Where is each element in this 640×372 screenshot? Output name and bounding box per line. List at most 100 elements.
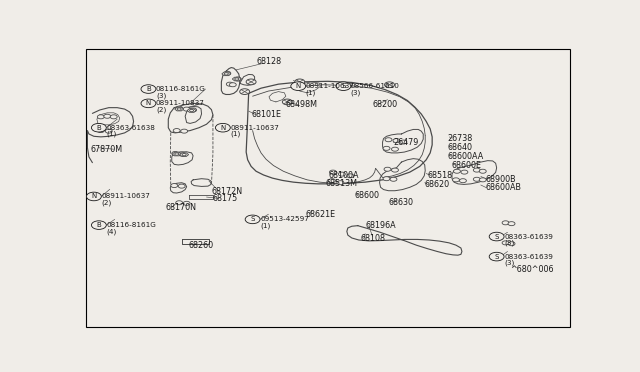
Text: B: B — [146, 86, 151, 92]
Circle shape — [224, 71, 231, 75]
Circle shape — [460, 179, 467, 183]
Circle shape — [106, 129, 112, 133]
Text: 68196A: 68196A — [365, 221, 396, 230]
Text: B: B — [97, 125, 101, 131]
Circle shape — [176, 201, 182, 205]
Text: 68620: 68620 — [425, 180, 450, 189]
Text: 68101E: 68101E — [251, 110, 281, 119]
Circle shape — [328, 179, 335, 183]
Text: 26738: 26738 — [447, 134, 472, 143]
Text: 68621E: 68621E — [306, 210, 336, 219]
Circle shape — [141, 85, 156, 93]
Circle shape — [502, 241, 509, 245]
Circle shape — [97, 129, 104, 132]
Text: N: N — [296, 83, 301, 89]
Circle shape — [400, 140, 407, 144]
Circle shape — [86, 192, 101, 201]
Text: 09513-42597: 09513-42597 — [260, 217, 309, 222]
Text: 68175: 68175 — [213, 194, 238, 203]
Circle shape — [384, 167, 391, 171]
Text: 68518: 68518 — [428, 171, 452, 180]
Text: 68100A: 68100A — [329, 171, 360, 180]
Circle shape — [224, 73, 228, 75]
Text: 08363-61639: 08363-61639 — [504, 254, 553, 260]
Text: (3): (3) — [504, 260, 515, 266]
Circle shape — [474, 168, 480, 172]
Text: (1): (1) — [306, 90, 316, 96]
Circle shape — [383, 146, 390, 150]
Text: 68128: 68128 — [256, 57, 281, 66]
Text: N: N — [220, 125, 225, 131]
Circle shape — [392, 168, 399, 172]
Text: S: S — [341, 83, 346, 89]
Circle shape — [330, 170, 337, 174]
Circle shape — [246, 79, 256, 85]
Text: 08911-10637: 08911-10637 — [306, 83, 355, 89]
Text: 26479: 26479 — [394, 138, 419, 147]
Text: 08566-61610: 08566-61610 — [351, 83, 400, 89]
Text: S: S — [495, 234, 499, 240]
Text: (3): (3) — [156, 92, 166, 99]
Text: (1): (1) — [230, 131, 241, 137]
Text: (2): (2) — [156, 107, 166, 113]
Text: 68513M: 68513M — [326, 179, 358, 188]
Text: S: S — [250, 217, 255, 222]
Text: (1): (1) — [260, 222, 270, 229]
Circle shape — [337, 181, 344, 185]
Circle shape — [385, 138, 392, 142]
Circle shape — [393, 139, 400, 142]
Text: (2): (2) — [101, 199, 111, 206]
Circle shape — [216, 124, 230, 132]
Circle shape — [385, 82, 394, 87]
Text: N: N — [146, 100, 151, 106]
Circle shape — [245, 215, 260, 224]
Text: (3): (3) — [351, 90, 361, 96]
Text: 08911-10637: 08911-10637 — [230, 125, 279, 131]
Text: 08363-61639: 08363-61639 — [504, 234, 553, 240]
Circle shape — [235, 78, 239, 80]
Polygon shape — [222, 72, 231, 76]
Text: 68600AA: 68600AA — [447, 152, 483, 161]
Polygon shape — [180, 153, 189, 156]
Text: 08911-10837: 08911-10837 — [156, 100, 205, 106]
Polygon shape — [172, 152, 181, 156]
Circle shape — [390, 177, 397, 181]
Circle shape — [176, 106, 182, 110]
Circle shape — [479, 169, 486, 173]
Circle shape — [172, 151, 179, 155]
Circle shape — [141, 99, 156, 108]
Circle shape — [180, 129, 188, 133]
Circle shape — [183, 201, 190, 205]
Circle shape — [92, 221, 106, 230]
Text: (3): (3) — [504, 240, 515, 246]
Circle shape — [173, 129, 180, 132]
Text: ^680^006: ^680^006 — [511, 265, 554, 274]
Text: 68600AB: 68600AB — [486, 183, 522, 192]
Text: 68170N: 68170N — [165, 203, 196, 212]
Circle shape — [227, 82, 233, 86]
Text: 08116-8161G: 08116-8161G — [156, 86, 206, 92]
Circle shape — [295, 79, 305, 85]
Circle shape — [182, 154, 186, 156]
Circle shape — [92, 124, 106, 132]
Polygon shape — [187, 109, 196, 112]
Polygon shape — [232, 77, 241, 81]
Circle shape — [461, 170, 468, 174]
Circle shape — [177, 108, 181, 110]
Circle shape — [97, 115, 104, 119]
Text: 08363-61638: 08363-61638 — [106, 125, 155, 131]
Circle shape — [282, 99, 292, 105]
Circle shape — [234, 77, 241, 81]
Circle shape — [489, 252, 504, 261]
Circle shape — [178, 184, 185, 188]
Circle shape — [336, 82, 351, 90]
Text: 68498M: 68498M — [286, 100, 318, 109]
Circle shape — [489, 232, 504, 241]
Text: 68200: 68200 — [372, 100, 398, 109]
Text: (1): (1) — [106, 131, 116, 137]
Circle shape — [479, 178, 486, 182]
Text: N: N — [92, 193, 97, 199]
Circle shape — [175, 153, 179, 155]
Circle shape — [104, 114, 111, 118]
Circle shape — [508, 242, 515, 246]
